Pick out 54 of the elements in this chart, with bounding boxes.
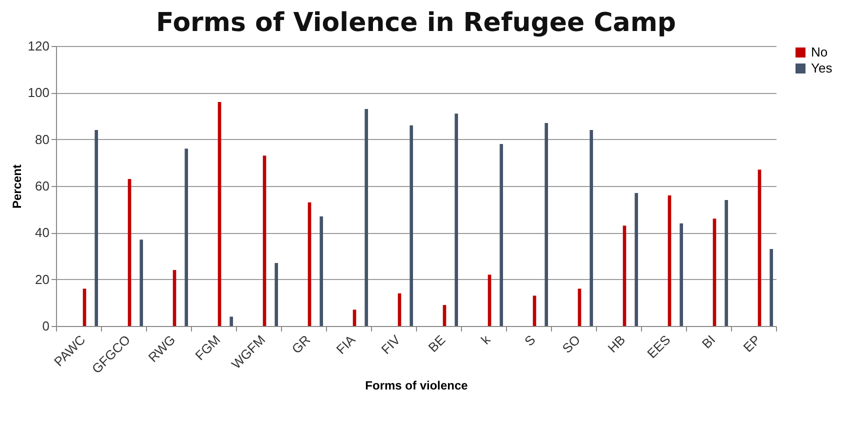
y-tick-label: 120 <box>28 38 50 54</box>
bar <box>352 310 356 326</box>
bar <box>532 296 536 326</box>
x-tick-label: GR <box>288 332 314 356</box>
chart-title: Forms of Violence in Refugee Camp <box>156 8 676 38</box>
bar <box>262 156 266 326</box>
y-tick-label: 0 <box>42 318 50 334</box>
y-axis-title: Percent <box>10 164 24 209</box>
bar <box>128 179 132 326</box>
legend-label: No <box>811 44 828 60</box>
bar <box>274 263 278 326</box>
bar <box>668 195 672 326</box>
bar <box>442 305 446 326</box>
x-tick-label: S <box>521 332 538 349</box>
x-tick-label: FIV <box>378 332 404 357</box>
y-tick-label: 20 <box>35 272 50 287</box>
y-tick-label: 60 <box>35 178 50 194</box>
bar <box>724 200 728 326</box>
x-tick-label: BE <box>425 332 448 355</box>
bar <box>590 130 594 326</box>
bar <box>94 130 98 326</box>
bar <box>578 288 582 326</box>
x-tick-label: k <box>478 332 494 348</box>
y-tick-label: 100 <box>28 85 50 100</box>
bar <box>410 125 414 326</box>
bar <box>140 240 144 326</box>
x-tick-label: HB <box>604 332 628 356</box>
bar <box>184 148 188 326</box>
bar <box>172 270 176 326</box>
bar <box>218 102 222 326</box>
bar <box>308 202 312 326</box>
x-tick-label: EP <box>740 332 764 355</box>
legend-label: Yes <box>811 60 833 76</box>
bar <box>500 144 504 326</box>
bar <box>364 109 368 326</box>
bar <box>454 114 458 326</box>
bar <box>230 316 234 326</box>
bar <box>622 226 626 326</box>
bar <box>320 216 324 326</box>
bar <box>758 170 762 326</box>
bar <box>398 293 402 326</box>
bar <box>712 218 716 326</box>
y-tick-label: 40 <box>35 225 50 240</box>
bar <box>544 123 548 326</box>
x-tick-label: FIA <box>333 332 358 357</box>
bar <box>680 223 684 326</box>
y-tick-label: 80 <box>35 132 50 147</box>
bar <box>634 193 638 326</box>
x-axis-title: Forms of violence <box>365 378 468 392</box>
bar <box>770 249 774 326</box>
x-tick-label: SO <box>559 332 584 356</box>
bar <box>488 274 492 326</box>
bar <box>82 288 86 326</box>
x-tick-label: BI <box>698 332 718 352</box>
